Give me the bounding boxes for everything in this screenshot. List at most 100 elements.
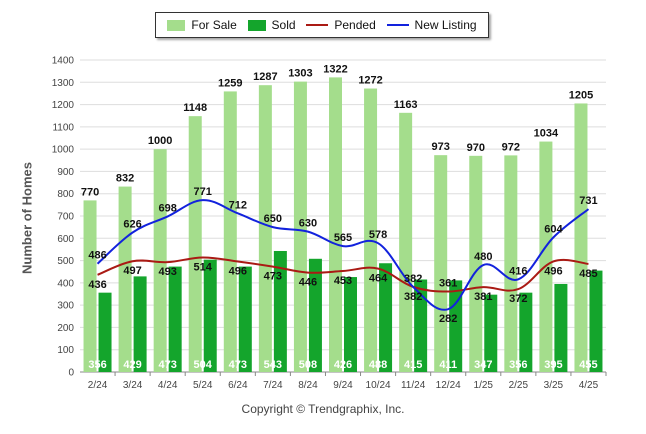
x-tick-label: 11/24 [401, 380, 426, 391]
bar-sold [449, 280, 463, 372]
x-tick-label: 3/24 [123, 380, 143, 391]
y-tick-label: 900 [57, 167, 74, 178]
legend-item-new-listing: New Listing [386, 18, 477, 32]
bar-for-sale [574, 103, 588, 372]
legend-item-pended: Pended [306, 18, 376, 32]
label-sold: 429 [123, 359, 141, 371]
bar-for-sale [188, 116, 202, 372]
legend-swatch-for-sale [167, 19, 186, 31]
label-sold: 504 [194, 359, 213, 371]
bar-sold [344, 277, 357, 372]
label-sold: 411 [439, 359, 457, 371]
chart-legend: For Sale Sold Pended New Listing [155, 12, 489, 38]
legend-swatch-sold [247, 19, 266, 31]
bar-for-sale [504, 155, 518, 372]
label-for-sale: 1000 [148, 135, 172, 147]
label-new-listing: 282 [439, 313, 457, 325]
bar-for-sale [434, 155, 448, 372]
label-for-sale: 1272 [358, 75, 382, 87]
x-tick-label: 6/24 [228, 380, 248, 391]
label-pended: 493 [158, 266, 176, 278]
label-new-listing: 565 [334, 232, 352, 244]
label-pended: 473 [264, 271, 282, 283]
label-new-listing: 698 [158, 202, 176, 214]
x-tick-label: 4/24 [158, 380, 178, 391]
legend-item-for-sale: For Sale [167, 18, 237, 32]
label-for-sale: 972 [502, 141, 520, 153]
label-new-listing: 416 [509, 265, 527, 277]
label-for-sale: 1303 [288, 68, 312, 80]
label-new-listing: 382 [404, 291, 422, 303]
bar-sold [589, 270, 603, 372]
label-new-listing: 650 [264, 213, 282, 225]
bar-sold [273, 250, 287, 372]
bar-for-sale [83, 200, 97, 372]
legend-label-pended: Pended [334, 18, 376, 32]
y-tick-label: 1400 [52, 56, 75, 67]
label-sold: 415 [404, 359, 422, 371]
y-tick-label: 400 [57, 278, 74, 289]
label-sold: 426 [334, 359, 352, 371]
y-tick-label: 500 [57, 256, 74, 267]
y-tick-label: 1300 [52, 78, 75, 89]
label-for-sale: 1205 [569, 89, 593, 101]
label-new-listing: 486 [88, 250, 106, 262]
bar-sold [238, 266, 252, 372]
y-tick-label: 700 [57, 212, 74, 223]
line-series [96, 199, 590, 311]
label-for-sale: 1322 [323, 63, 347, 75]
grid-lines [80, 59, 606, 373]
label-new-listing: 626 [123, 218, 141, 230]
label-pended: 497 [123, 265, 141, 277]
x-tick-label: 1/25 [474, 380, 494, 391]
bar-sold [133, 276, 147, 372]
y-axis-label: Number of Homes [19, 162, 35, 274]
label-pended: 436 [88, 279, 106, 291]
bar-for-sale [364, 88, 378, 373]
label-sold: 455 [579, 359, 597, 371]
y-tick-label: 1200 [52, 100, 75, 111]
label-for-sale: 832 [116, 173, 134, 185]
label-pended: 453 [334, 275, 352, 287]
bar-sold [484, 294, 498, 372]
y-tick-label: 100 [57, 345, 74, 356]
label-pended: 372 [509, 293, 527, 305]
bar-sold [519, 292, 533, 372]
label-pended: 496 [544, 265, 562, 277]
x-tick-label: 8/24 [298, 380, 318, 391]
label-sold: 395 [544, 359, 562, 371]
label-for-sale: 1034 [534, 128, 559, 140]
legend-label-sold: Sold [271, 18, 296, 32]
label-for-sale: 770 [81, 186, 99, 198]
legend-label-for-sale: For Sale [191, 18, 237, 32]
label-pended: 514 [194, 261, 213, 273]
x-tick-label: 2/25 [509, 380, 529, 391]
label-pended: 382 [404, 273, 422, 285]
y-tick-label: 1100 [52, 122, 74, 133]
legend-swatch-pended [306, 24, 329, 26]
bar-for-sale [539, 141, 553, 372]
x-tick-label: 9/24 [333, 380, 353, 391]
label-for-sale: 1163 [394, 99, 418, 111]
label-new-listing: 731 [579, 195, 597, 207]
bar-for-sale [293, 81, 307, 373]
x-tick-label: 3/25 [544, 380, 564, 391]
label-pended: 446 [299, 277, 317, 289]
y-tick-label: 600 [57, 234, 74, 245]
label-sold: 347 [474, 359, 492, 371]
label-new-listing: 771 [194, 186, 212, 198]
line-pended [97, 256, 589, 293]
bar-sold [554, 283, 568, 372]
label-sold: 473 [229, 359, 247, 371]
x-tick-label: 2/24 [88, 380, 108, 391]
copyright-text: Copyright © Trendgraphix, Inc. [241, 402, 405, 416]
bar-for-sale [469, 155, 483, 372]
bar-for-sale [329, 77, 342, 372]
data-labels: 770 832 1000 1148 1259 1287 1303 1322 1272 1163 97… [81, 63, 598, 371]
bar-sold [98, 292, 112, 372]
label-sold: 488 [369, 359, 387, 371]
label-for-sale: 970 [467, 142, 485, 154]
x-tick-label: 7/24 [263, 380, 283, 391]
label-new-listing: 712 [229, 199, 247, 211]
